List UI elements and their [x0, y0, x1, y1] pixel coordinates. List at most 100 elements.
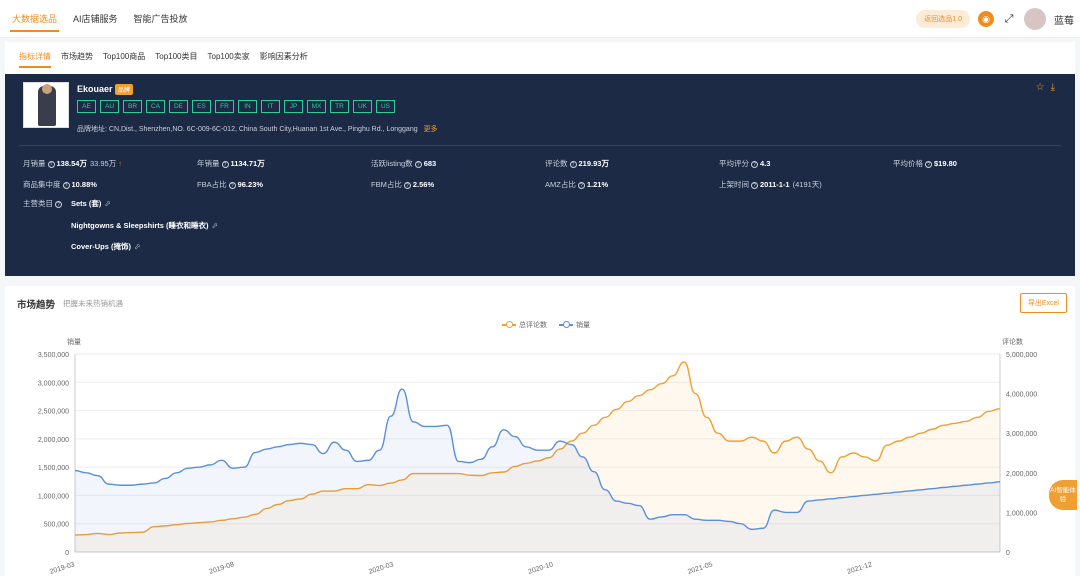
- country-tag[interactable]: AE: [77, 100, 96, 113]
- right-tick-label: 0: [1006, 550, 1010, 557]
- stat-listing-count: 活跃listing数? 683: [371, 159, 437, 168]
- right-tick-label: 5,000,000: [1006, 352, 1037, 359]
- market-trend-chart: 0 500,000 1,000,000 1,500,000 2,000,000 2,500…: [38, 352, 1037, 576]
- tab-top100-sellers[interactable]: Top100卖家: [207, 52, 250, 61]
- country-tag[interactable]: IN: [238, 100, 257, 113]
- country-list: AE AU BR CA DE ES FR IN IT JP MX TR UK U…: [77, 100, 395, 113]
- help-icon[interactable]: ?: [751, 160, 758, 168]
- link-icon[interactable]: ⬀: [134, 242, 141, 251]
- avatar[interactable]: [1024, 8, 1046, 30]
- right-tick-label: 4,000,000: [1006, 392, 1037, 399]
- help-icon[interactable]: ?: [569, 160, 577, 168]
- top-right-tools: 返回选品1.0 ◉ ⤢ 蓝莓: [916, 6, 1074, 32]
- stat-fbm-ratio: FBM占比? 2.56%: [371, 180, 435, 189]
- stat-yearly-sales: 年销量? 1134.71万: [197, 159, 265, 168]
- address-more-link[interactable]: 更多: [423, 126, 438, 133]
- arrow-up-icon: ↑: [118, 159, 122, 168]
- left-tick-label: 2,500,000: [38, 409, 69, 416]
- country-tag[interactable]: IT: [261, 100, 280, 113]
- right-tick-label: 1,000,000: [1006, 510, 1037, 517]
- left-tick-label: 1,500,000: [38, 465, 69, 472]
- tab-market-trend[interactable]: 市场趋势: [61, 52, 93, 61]
- stat-review-count: 评论数? 219.93万: [545, 159, 609, 168]
- country-tag[interactable]: TR: [330, 100, 349, 113]
- link-icon[interactable]: ⬀: [104, 199, 111, 208]
- country-tag[interactable]: BR: [123, 100, 142, 113]
- country-tag[interactable]: ES: [192, 100, 211, 113]
- stat-fba-ratio: FBA占比? 96.23%: [197, 180, 264, 189]
- x-tick-label: 2019-03: [49, 561, 76, 576]
- tab-factor-analysis[interactable]: 影响因素分析: [259, 52, 308, 61]
- nav-smart-ads[interactable]: 智能广告投放: [133, 14, 188, 24]
- legend-item-reviews[interactable]: 总评论数: [502, 320, 547, 330]
- brand-info-panel: Ekouaer 品牌 ☆⤓ AE AU BR CA DE ES FR IN IT…: [5, 74, 1075, 276]
- export-excel-button[interactable]: 导出Excel: [1019, 293, 1067, 313]
- username[interactable]: 蓝莓: [1054, 15, 1074, 27]
- stat-amz-ratio: AMZ占比? 1.21%: [545, 180, 609, 189]
- help-icon[interactable]: ?: [403, 181, 411, 189]
- tab-top100-products[interactable]: Top100商品: [103, 52, 146, 61]
- series-sales-line[interactable]: [74, 388, 1001, 531]
- country-tag[interactable]: FR: [215, 100, 234, 113]
- stat-main-categories: 主营类目?: [23, 198, 62, 209]
- stat-avg-price: 平均价格? $19.80: [893, 159, 957, 168]
- stat-listed-time: 上架时间? 2011-1-1 (4191天): [719, 180, 822, 189]
- right-tick-label: 2,000,000: [1006, 471, 1037, 478]
- help-icon[interactable]: ?: [925, 160, 932, 168]
- help-icon[interactable]: ?: [55, 200, 62, 208]
- country-tag[interactable]: AU: [100, 100, 119, 113]
- headset-icon[interactable]: ◉: [978, 11, 994, 27]
- brand-product-image[interactable]: [23, 82, 69, 128]
- brand-address: 品牌地址: CN,Dist., Shenzhen,NO. 6C-009-6C-0…: [77, 124, 438, 134]
- category-item[interactable]: Sets (套) ⬀: [71, 199, 111, 208]
- link-icon[interactable]: ⬀: [211, 221, 218, 230]
- fullscreen-icon[interactable]: ⤢: [1004, 13, 1014, 25]
- market-trend-card: 市场趋势 把握未来热销机遇 导出Excel 总评论数 销量 销量 评论数 0 50…: [5, 286, 1075, 576]
- left-tick-label: 2,000,000: [38, 437, 69, 444]
- x-tick-label: 2019-08: [208, 561, 235, 576]
- ai-assistant-button[interactable]: AI智能体验: [1049, 480, 1077, 510]
- country-tag[interactable]: CA: [146, 100, 165, 113]
- market-trend-title: 市场趋势: [17, 300, 56, 311]
- tab-top100-categories[interactable]: Top100类目: [155, 52, 198, 61]
- help-icon[interactable]: ?: [62, 181, 70, 189]
- star-icon[interactable]: ☆: [1035, 82, 1051, 93]
- tab-metrics[interactable]: 指标详情: [19, 42, 51, 72]
- brand-detail-card: 指标详情 市场趋势 Top100商品 Top100类目 Top100卖家 影响因…: [5, 42, 1075, 276]
- return-v1-button[interactable]: 返回选品1.0: [916, 10, 970, 28]
- help-icon[interactable]: ?: [577, 181, 585, 189]
- brand-badge: 品牌: [115, 84, 134, 95]
- help-icon[interactable]: ?: [414, 160, 422, 168]
- country-tag[interactable]: MX: [307, 100, 326, 113]
- series-reviews-area: [75, 361, 1000, 552]
- category-item[interactable]: Nightgowns & Sleepshirts (睡衣和睡衣) ⬀: [71, 221, 218, 230]
- country-tag[interactable]: JP: [284, 100, 303, 113]
- left-tick-label: 500,000: [44, 522, 69, 529]
- left-axis-label: 销量: [67, 339, 81, 346]
- series-reviews-line[interactable]: [74, 361, 1001, 536]
- market-trend-subtitle: 把握未来热销机遇: [63, 299, 123, 308]
- address-label: 品牌地址:: [77, 126, 107, 133]
- download-icon[interactable]: ⤓: [1050, 82, 1061, 93]
- chart-legend: 总评论数 销量: [502, 320, 590, 330]
- left-tick-label: 0: [65, 550, 69, 557]
- nav-ai-store-service[interactable]: AI店铺服务: [73, 14, 118, 24]
- x-tick-label: 2020-10: [527, 561, 554, 576]
- category-item[interactable]: Cover-Ups (掩饰) ⬀: [71, 242, 141, 251]
- stat-monthly-sales: 月销量? 138.54万 33.95万 ↑: [23, 159, 122, 168]
- left-tick-label: 3,000,000: [38, 380, 69, 387]
- country-tag[interactable]: US: [376, 100, 395, 113]
- help-icon[interactable]: ?: [221, 160, 229, 168]
- country-tag[interactable]: DE: [169, 100, 188, 113]
- nav-big-data-selection[interactable]: 大数据选品: [4, 0, 65, 38]
- legend-item-sales[interactable]: 销量: [559, 320, 590, 330]
- help-icon[interactable]: ?: [47, 160, 55, 168]
- country-tag[interactable]: UK: [353, 100, 372, 113]
- series-sales-area: [75, 389, 1000, 552]
- brand-actions: ☆⤓: [1036, 82, 1061, 93]
- right-axis-label: 评论数: [1002, 339, 1023, 346]
- top-nav: 大数据选品 AI店铺服务 智能广告投放: [4, 0, 196, 38]
- right-tick-label: 3,000,000: [1006, 431, 1037, 438]
- help-icon[interactable]: ?: [228, 181, 236, 189]
- help-icon[interactable]: ?: [751, 181, 758, 189]
